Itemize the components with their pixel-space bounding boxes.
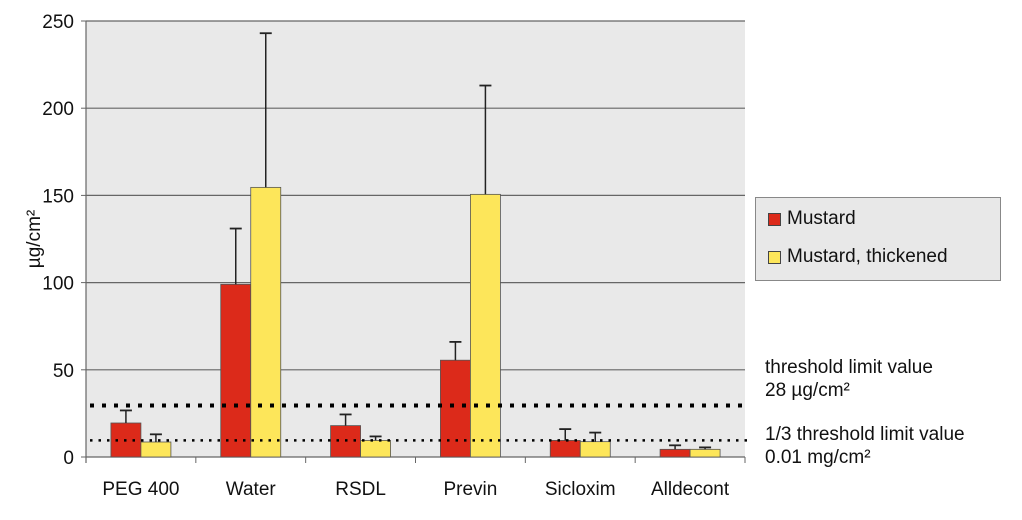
legend-item-mustard-thickened: Mustard, thickened xyxy=(768,246,948,268)
bar xyxy=(549,440,581,458)
x-tick-label: Sicloxim xyxy=(545,479,616,500)
x-tick-label: Alldecont xyxy=(651,479,730,500)
legend-label: Mustard, thickened xyxy=(787,246,948,267)
bar xyxy=(140,441,172,458)
bar xyxy=(470,193,501,458)
legend: Mustard Mustard, thickened xyxy=(755,197,1001,281)
y-axis-label: µg/cm² xyxy=(24,210,45,268)
bar xyxy=(220,283,252,458)
legend-item-mustard: Mustard xyxy=(768,208,856,230)
bar xyxy=(360,440,391,458)
threshold-label: threshold limit value 28 µg/cm² xyxy=(765,356,933,402)
bar xyxy=(579,441,611,458)
threshold-label-line2: 28 µg/cm² xyxy=(765,380,850,401)
plot-area xyxy=(86,21,745,457)
legend-swatch xyxy=(768,212,781,226)
y-tick-label: 200 xyxy=(42,99,74,120)
third-threshold-label-line2: 0.01 mg/cm² xyxy=(765,447,871,468)
bar xyxy=(689,448,721,458)
x-tick-label: Water xyxy=(226,479,277,500)
y-tick-label: 100 xyxy=(42,274,74,295)
threshold-label-line1: threshold limit value xyxy=(765,357,933,378)
legend-label: Mustard xyxy=(787,208,856,229)
legend-swatch xyxy=(768,250,781,264)
bar xyxy=(250,186,282,458)
bar xyxy=(440,359,471,458)
third-threshold-label-line1: 1/3 threshold limit value xyxy=(765,424,965,445)
x-tick-label: Previn xyxy=(443,479,497,500)
y-tick-label: 250 xyxy=(42,12,74,33)
x-tick-label: PEG 400 xyxy=(102,479,179,500)
y-tick-label: 50 xyxy=(53,361,74,382)
y-tick-label: 0 xyxy=(63,448,74,469)
y-tick-label: 150 xyxy=(42,186,74,207)
x-tick-label: RSDL xyxy=(335,479,386,500)
third-threshold-label: 1/3 threshold limit value 0.01 mg/cm² xyxy=(765,423,965,469)
bar xyxy=(659,448,691,458)
